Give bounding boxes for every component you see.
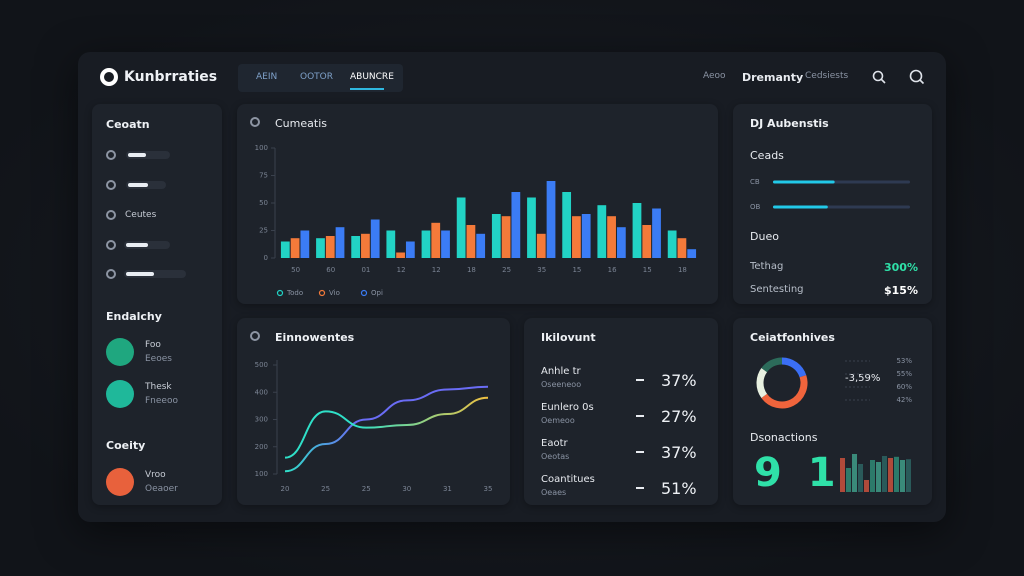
menu-item[interactable]	[124, 270, 186, 278]
metric-sub: Oeotas	[541, 452, 570, 461]
icon[interactable]	[106, 150, 116, 160]
tab-underline	[350, 88, 384, 90]
section-title: Endalchy	[106, 310, 162, 323]
dash	[636, 487, 644, 489]
person-sub: Fneeoo	[145, 396, 178, 406]
sidebar-title: Ceoatn	[106, 118, 150, 131]
tab[interactable]: AEIN	[256, 72, 278, 82]
icon[interactable]	[106, 180, 116, 190]
icon	[250, 331, 260, 341]
tab[interactable]: ABUNCRE	[350, 72, 394, 82]
panel-title: Cumeatis	[275, 117, 327, 130]
nav-link[interactable]: Cedsiests	[805, 71, 849, 81]
avatar	[106, 468, 134, 496]
status-panel	[733, 104, 932, 304]
avatar	[106, 380, 134, 408]
contact-sub: Oeaoer	[145, 484, 178, 494]
subtitle: Ceads	[750, 149, 784, 162]
status-value: 300%	[884, 261, 918, 274]
tab-bar	[238, 64, 403, 92]
dash	[636, 379, 644, 381]
nav-link[interactable]: Dremanty	[742, 71, 804, 84]
metric-value: 51%	[661, 479, 697, 498]
panel-title: Einnowentes	[275, 331, 355, 344]
metric-sub: Oeaes	[541, 488, 567, 497]
section-title: Dsonactions	[750, 431, 818, 444]
line-panel	[237, 318, 510, 505]
icon[interactable]	[106, 269, 116, 279]
logo-icon	[100, 68, 118, 86]
status-name: Tethag	[750, 261, 784, 272]
metric-name: Anhle tr	[541, 366, 581, 377]
section-title: Dueo	[750, 230, 779, 243]
metric-value: 37%	[661, 443, 697, 462]
metric-name: Coantitues	[541, 474, 595, 485]
icon[interactable]	[106, 210, 116, 220]
metric-name: Eunlero 0s	[541, 402, 594, 413]
metric-value: 27%	[661, 407, 697, 426]
metric-sub: Oseeneoo	[541, 380, 582, 389]
dash	[636, 415, 644, 417]
menu-item[interactable]	[126, 151, 170, 159]
dash	[636, 451, 644, 453]
avatar	[106, 338, 134, 366]
contact-name: Vroo	[145, 470, 166, 480]
panel-title: Ikilovunt	[541, 331, 596, 344]
icon[interactable]	[106, 240, 116, 250]
search-icon[interactable]	[909, 69, 925, 85]
status-name: Sentesting	[750, 284, 804, 295]
person-sub: Eeoes	[145, 354, 172, 364]
search-icon[interactable]	[872, 70, 888, 86]
section-title: Coeity	[106, 439, 146, 452]
tab[interactable]: OOTOR	[300, 72, 334, 82]
menu-item[interactable]: Ceutes	[125, 210, 157, 220]
nav-link[interactable]: Aeoo	[703, 71, 726, 81]
panel-title: DJ Aubenstis	[750, 117, 829, 130]
metric-name: Eaotr	[541, 438, 568, 449]
menu-item[interactable]	[126, 181, 166, 189]
panel-title: Ceiatfonhives	[750, 331, 835, 344]
person-name: Foo	[145, 340, 161, 350]
sidebar	[92, 104, 222, 505]
person-name: Thesk	[145, 382, 172, 392]
metric-sub: Oemeoo	[541, 416, 575, 425]
icon	[250, 117, 260, 127]
big-number: 9 1	[754, 450, 842, 496]
metric-value: 37%	[661, 371, 697, 390]
logo: Kunbrraties	[124, 69, 218, 85]
menu-item[interactable]	[124, 241, 170, 249]
bar-panel	[237, 104, 718, 304]
metrics-panel	[524, 318, 718, 505]
status-value: $15%	[884, 284, 918, 297]
